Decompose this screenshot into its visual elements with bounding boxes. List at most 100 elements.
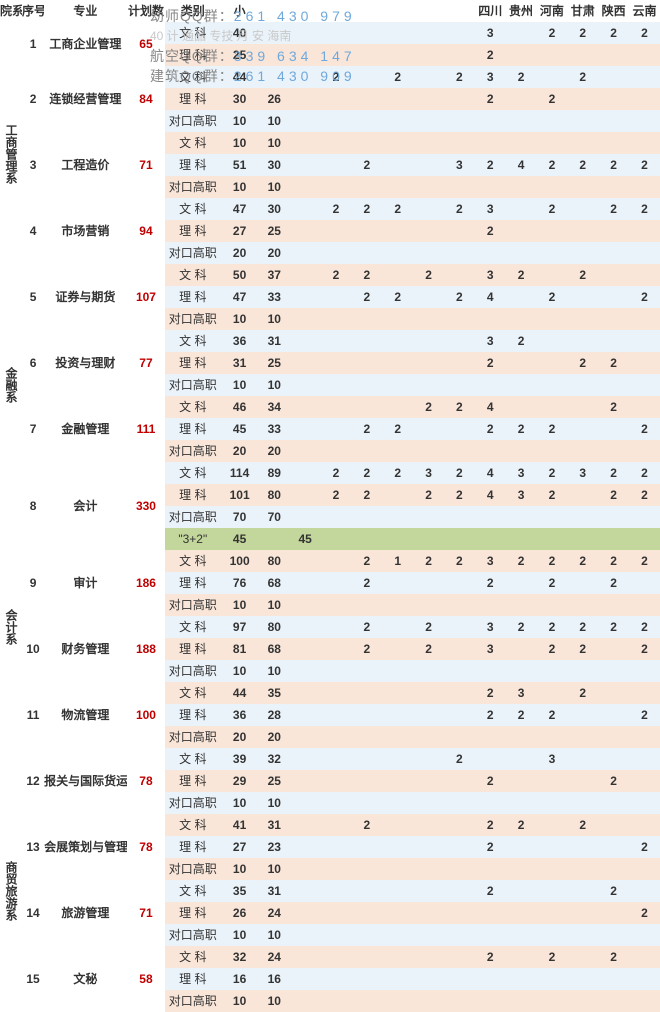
major-name: 审计 <box>44 550 127 616</box>
value-cell <box>444 418 475 440</box>
value-cell: 2 <box>567 352 598 374</box>
value-cell: 2 <box>567 264 598 286</box>
value-cell: 35 <box>259 682 290 704</box>
value-cell <box>351 682 382 704</box>
value-cell: 3 <box>413 462 444 484</box>
value-cell <box>567 440 598 462</box>
value-cell <box>444 638 475 660</box>
value-cell <box>536 66 567 88</box>
subtotal-cell: 44 <box>220 682 259 704</box>
value-cell <box>475 660 506 682</box>
value-cell <box>413 352 444 374</box>
value-cell <box>290 572 321 594</box>
category-cell: 文 科 <box>165 682 220 704</box>
value-cell <box>321 220 352 242</box>
value-cell <box>444 572 475 594</box>
department-cell: 工商管理系 <box>0 22 22 286</box>
plan-count: 107 <box>127 264 166 330</box>
value-cell: 2 <box>598 946 629 968</box>
value-cell <box>444 990 475 1012</box>
value-cell <box>629 374 660 396</box>
value-cell: 2 <box>475 352 506 374</box>
value-cell <box>629 594 660 616</box>
value-cell: 2 <box>321 198 352 220</box>
value-cell <box>506 528 537 550</box>
header-province-4 <box>382 0 413 22</box>
value-cell <box>290 132 321 154</box>
value-cell <box>351 66 382 88</box>
category-cell: "3+2" <box>165 528 220 550</box>
subtotal-cell: 100 <box>220 550 259 572</box>
value-cell <box>444 132 475 154</box>
value-cell <box>598 638 629 660</box>
value-cell: 80 <box>259 484 290 506</box>
value-cell <box>321 968 352 990</box>
value-cell <box>475 242 506 264</box>
value-cell: 2 <box>567 550 598 572</box>
value-cell: 2 <box>629 638 660 660</box>
value-cell <box>475 990 506 1012</box>
value-cell: 2 <box>598 396 629 418</box>
value-cell <box>382 880 413 902</box>
value-cell: 2 <box>629 704 660 726</box>
value-cell: 2 <box>475 44 506 66</box>
value-cell <box>321 110 352 132</box>
value-cell: 10 <box>259 176 290 198</box>
value-cell <box>444 594 475 616</box>
value-cell <box>413 572 444 594</box>
subtotal-cell: 26 <box>220 902 259 924</box>
value-cell <box>290 44 321 66</box>
value-cell <box>413 440 444 462</box>
table-row: 10财务管理188文 科978022322222 <box>0 616 660 638</box>
value-cell: 3 <box>475 264 506 286</box>
value-cell <box>629 440 660 462</box>
value-cell: 2 <box>444 550 475 572</box>
value-cell <box>351 22 382 44</box>
value-cell: 2 <box>598 484 629 506</box>
value-cell <box>290 220 321 242</box>
value-cell <box>290 880 321 902</box>
value-cell <box>382 572 413 594</box>
category-cell: 理 科 <box>165 88 220 110</box>
plan-count: 100 <box>127 682 166 748</box>
value-cell <box>351 528 382 550</box>
value-cell <box>321 572 352 594</box>
value-cell <box>382 242 413 264</box>
value-cell <box>598 968 629 990</box>
category-cell: 对口高职 <box>165 726 220 748</box>
value-cell <box>321 704 352 726</box>
value-cell: 70 <box>259 506 290 528</box>
value-cell: 2 <box>629 616 660 638</box>
value-cell: 10 <box>259 110 290 132</box>
value-cell: 3 <box>475 550 506 572</box>
value-cell <box>413 968 444 990</box>
value-cell <box>536 682 567 704</box>
value-cell <box>598 924 629 946</box>
value-cell <box>567 110 598 132</box>
value-cell: 2 <box>351 264 382 286</box>
category-cell: 对口高职 <box>165 440 220 462</box>
value-cell: 2 <box>506 704 537 726</box>
value-cell <box>506 748 537 770</box>
plan-count: 71 <box>127 132 166 198</box>
header-province-1 <box>290 0 321 22</box>
category-cell: 理 科 <box>165 418 220 440</box>
header-province-8: 贵州 <box>506 0 537 22</box>
value-cell: 2 <box>351 638 382 660</box>
value-cell <box>290 110 321 132</box>
major-name: 工程造价 <box>44 132 127 198</box>
value-cell <box>413 682 444 704</box>
category-cell: 理 科 <box>165 902 220 924</box>
value-cell <box>413 880 444 902</box>
category-cell: 对口高职 <box>165 110 220 132</box>
value-cell <box>382 308 413 330</box>
category-cell: 对口高职 <box>165 374 220 396</box>
value-cell <box>351 176 382 198</box>
subtotal-cell: 81 <box>220 638 259 660</box>
value-cell: 10 <box>259 990 290 1012</box>
value-cell <box>598 264 629 286</box>
value-cell <box>444 726 475 748</box>
value-cell <box>413 418 444 440</box>
value-cell: 2 <box>536 616 567 638</box>
value-cell <box>321 792 352 814</box>
